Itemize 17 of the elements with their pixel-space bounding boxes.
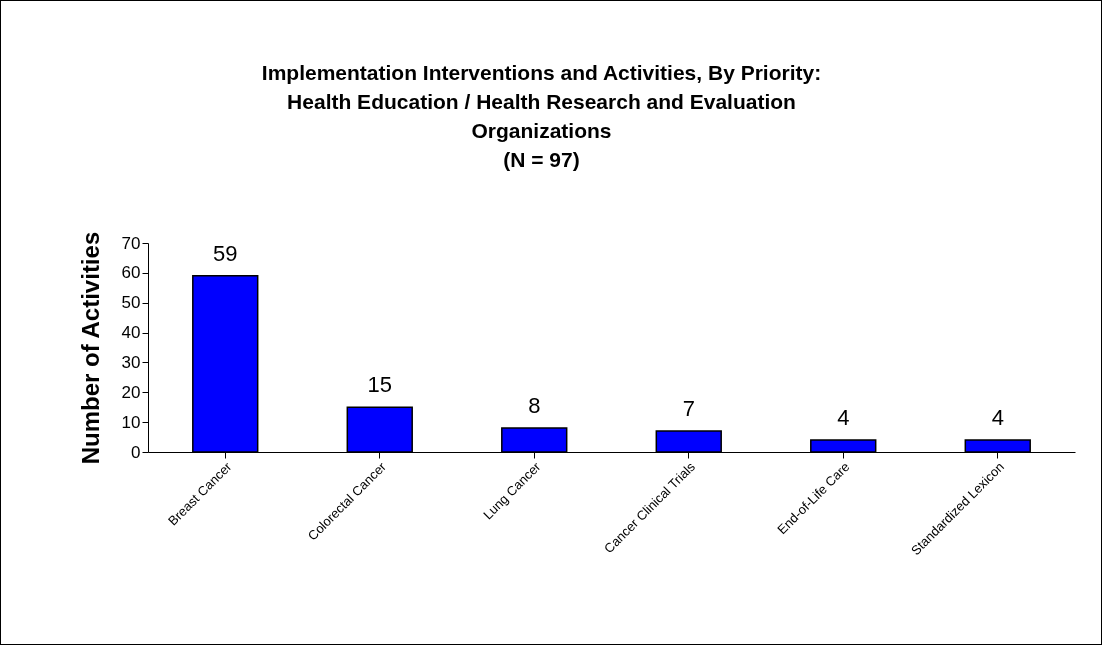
y-tick-label: 20 — [121, 382, 141, 402]
chart-subtitle: (N = 97) — [503, 147, 580, 171]
data-label: 15 — [367, 372, 392, 398]
y-tick-label: 30 — [121, 352, 141, 372]
y-tick-label: 0 — [131, 442, 141, 462]
data-label: 4 — [837, 405, 850, 431]
data-label: 7 — [682, 396, 695, 422]
data-label: 59 — [213, 240, 238, 266]
y-axis-title: Number of Activities — [76, 231, 104, 465]
data-label: 8 — [528, 393, 541, 419]
y-tick-label: 10 — [121, 412, 141, 432]
y-tick-label: 50 — [121, 293, 141, 313]
y-tick-label: 60 — [121, 263, 141, 283]
chart-title: Implementation Interventions and Activities, By Priority: Health Education / Health Research and Evaluation Organizations — [261, 60, 822, 142]
data-label: 4 — [991, 405, 1004, 431]
y-tick-label: 70 — [121, 233, 141, 253]
y-tick-label: 40 — [121, 323, 141, 343]
